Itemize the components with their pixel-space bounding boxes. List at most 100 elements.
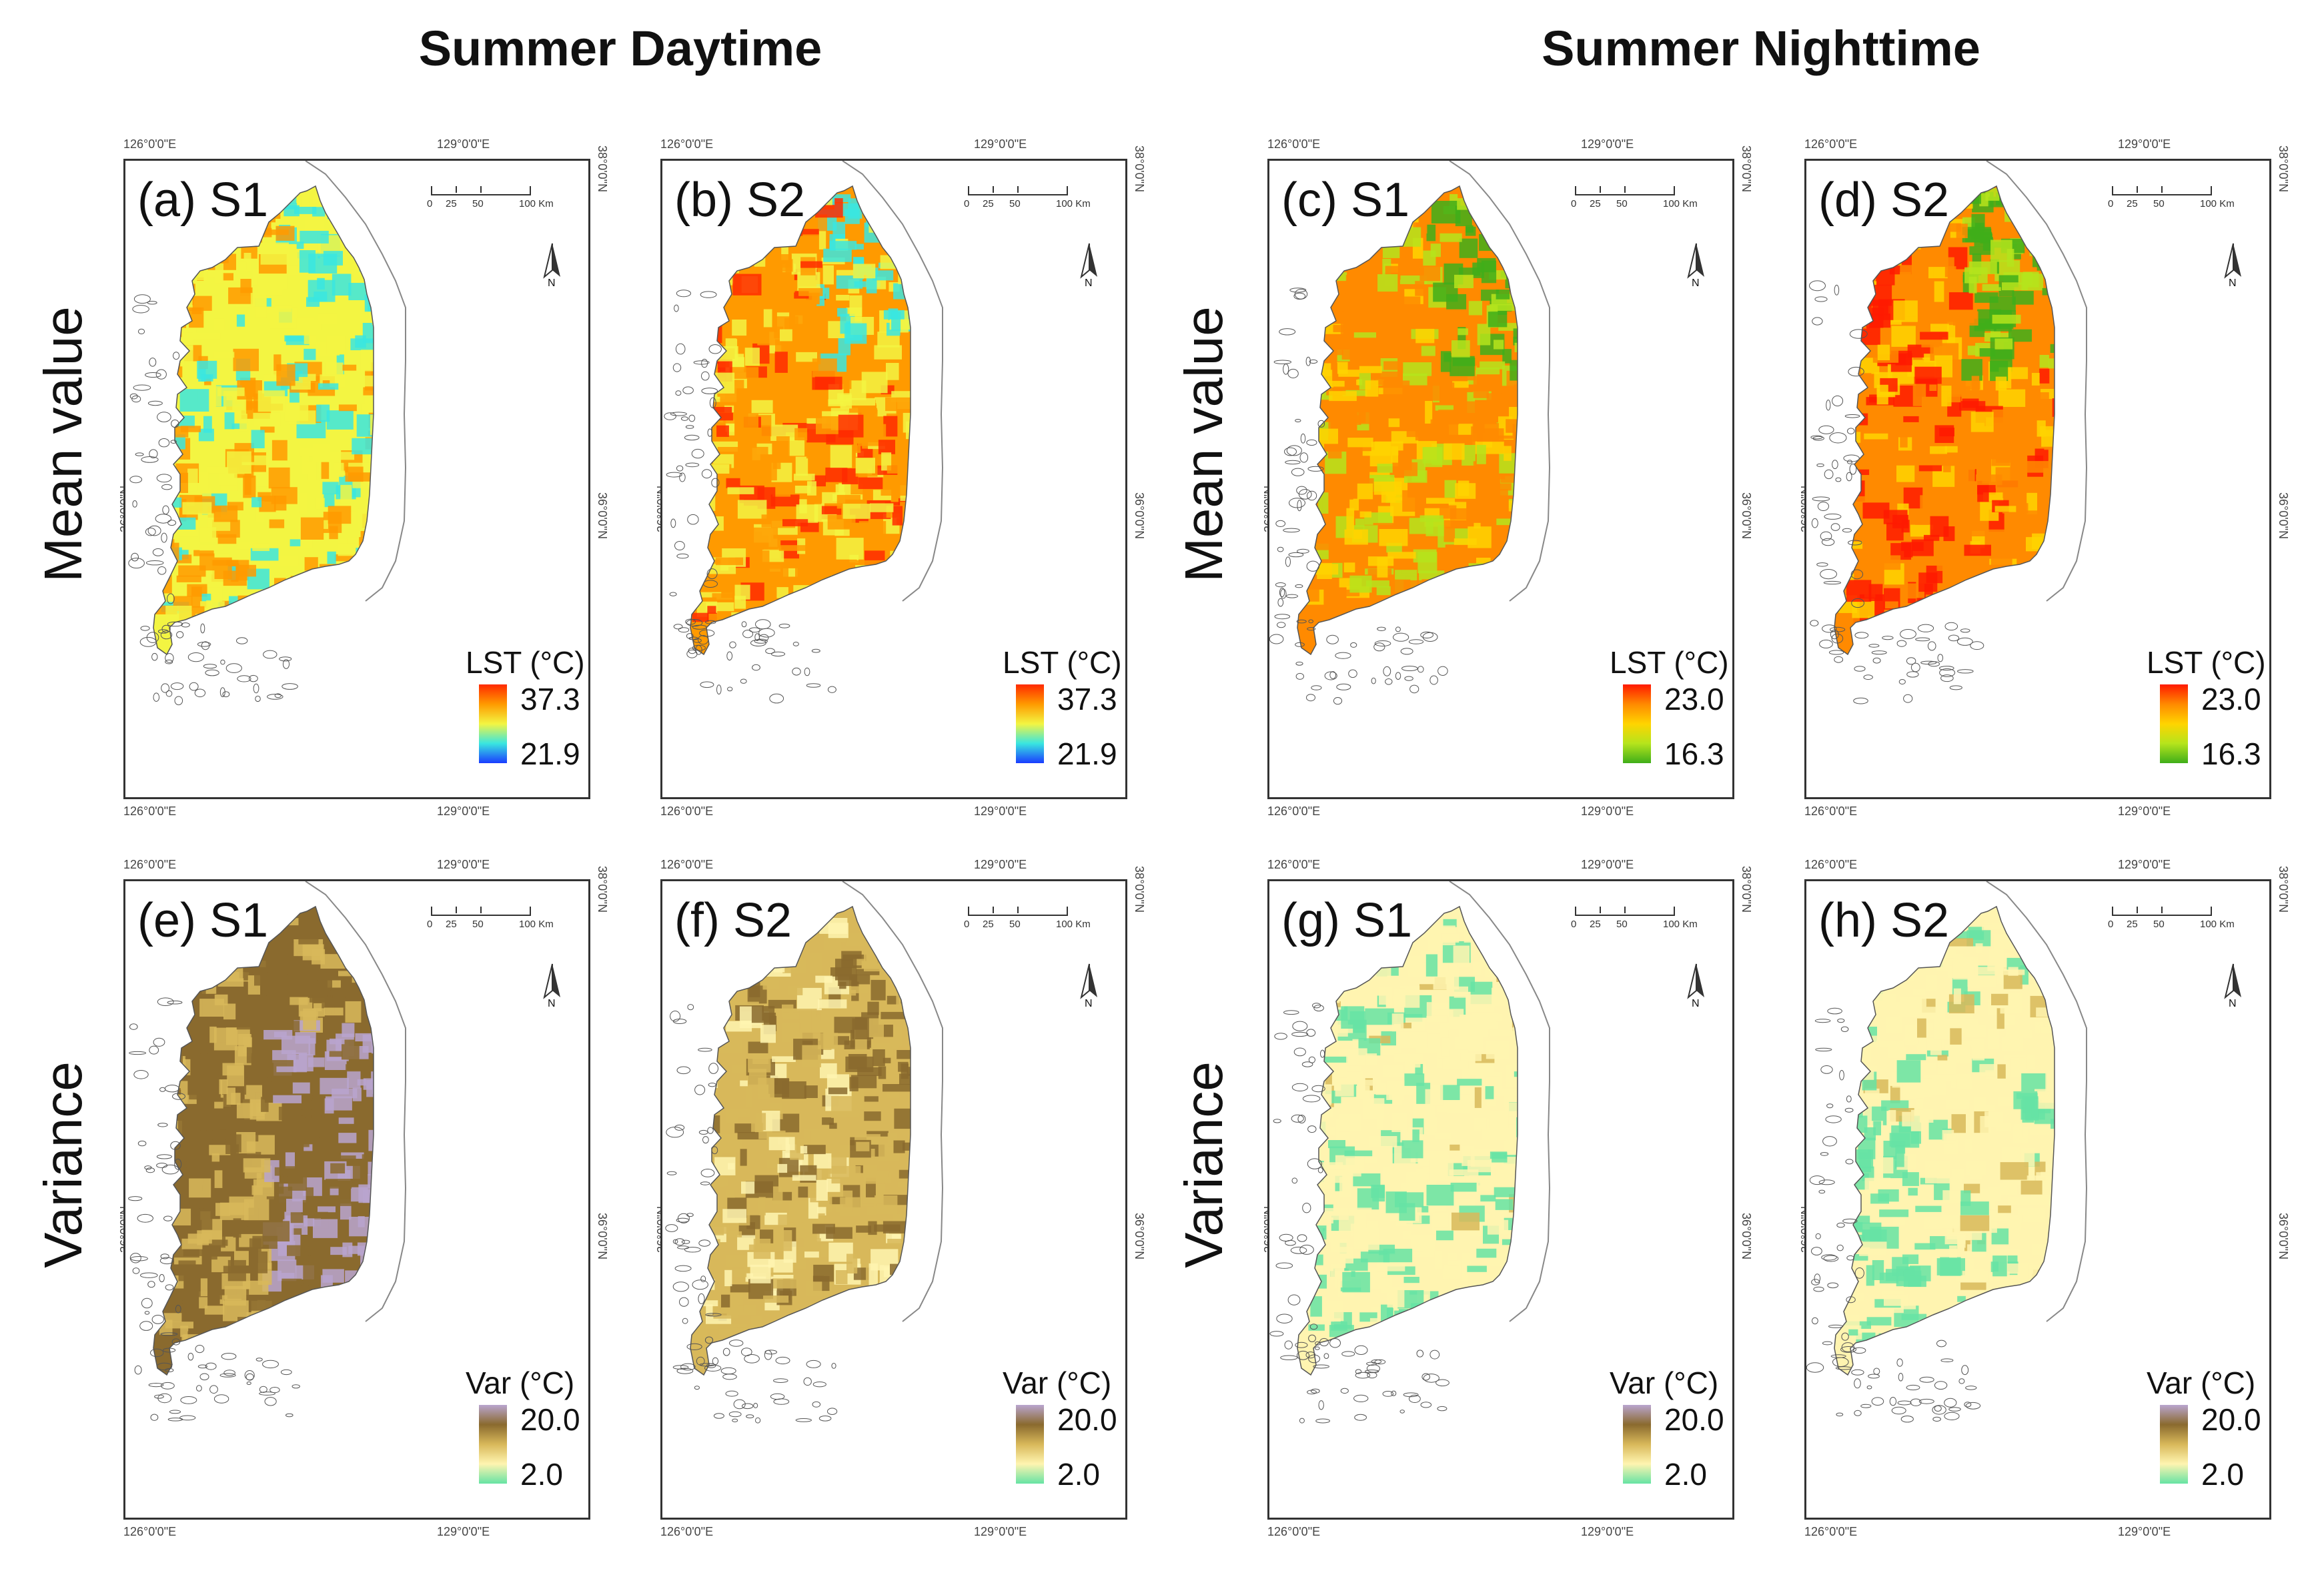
raster-cell [1498,949,1508,956]
island-outline [130,1256,148,1261]
island-outline [148,1383,164,1388]
island-outline [1860,1404,1872,1408]
raster-cell [1365,380,1379,397]
raster-cell [1521,486,1541,508]
island-outline [1367,1372,1377,1379]
legend-title: LST (°C) [1003,645,1122,680]
raster-cell [294,207,317,214]
raster-cell [1945,1099,1970,1109]
raster-cell [781,245,788,260]
raster-cell [363,916,374,923]
island-outline [137,328,145,335]
raster-cell [1365,1053,1377,1065]
raster-cell [354,235,362,244]
raster-cell [2000,1162,2028,1180]
island-outline [225,663,242,673]
raster-cell [690,1300,718,1307]
raster-cell [1422,447,1442,464]
raster-cell [1323,380,1345,388]
raster-cell [1937,1055,1948,1061]
raster-cell [224,1285,247,1306]
raster-cell [358,1269,374,1288]
raster-cell [1893,300,1918,322]
panel-label: (h) S2 [1818,894,1950,947]
raster-cell [2049,207,2055,229]
raster-cell [342,1242,353,1257]
island-outline [670,1011,681,1022]
island-outline [129,393,138,400]
raster-cell [1962,1271,1988,1281]
raster-cell [721,308,736,315]
raster-cell [354,580,362,592]
island-outline [1404,676,1413,681]
island-outline [245,1373,254,1381]
island-outline [1287,368,1299,379]
raster-cell [792,944,800,952]
island-outline [1306,1029,1316,1037]
island-outline [696,1356,705,1366]
raster-cell [352,438,374,455]
raster-cell [153,326,171,335]
island-outline [709,397,716,408]
raster-cell [1491,1089,1518,1097]
raster-cell [899,263,911,275]
raster-cell [2056,1145,2070,1165]
raster-cell [1367,1220,1379,1229]
raster-cell [868,1221,877,1235]
raster-cell [1488,927,1502,943]
raster-cell [1413,592,1440,600]
raster-cell [1986,529,2016,544]
raster-cell [1306,1023,1329,1033]
raster-cell [354,1286,371,1306]
island-outline [164,1368,174,1373]
raster-cell [1851,1014,1859,1026]
raster-cell [836,270,854,276]
raster-cell [1864,433,1888,440]
raster-cell [287,965,303,977]
raster-cell [1338,370,1359,377]
raster-cell [1421,346,1435,356]
raster-cell [772,490,790,497]
raster-cell [2042,201,2055,207]
raster-cell [1518,584,1545,601]
raster-cell [182,1300,191,1312]
island-outline [1871,1397,1884,1406]
north-arrow-icon: N [1076,241,1103,294]
raster-cell [1987,1028,2000,1050]
island-outline [1846,472,1852,482]
legend-max: 20.0 [1664,1402,1724,1437]
island-outline [1898,679,1906,684]
raster-cell [1354,295,1383,318]
map-frame: (d) S2 0 25 50 100 Km N LST (°C) 23.0 16… [1804,159,2271,799]
raster-cell [1299,1159,1309,1181]
island-outline [274,693,282,698]
legend-min: 2.0 [1664,1457,1707,1492]
raster-cell [161,441,175,449]
island-outline [1824,513,1842,520]
lon-label-top-west: 126°0'0"E [1804,137,1858,151]
island-outline [1377,626,1386,631]
island-outline [1854,666,1866,672]
raster-cell [718,995,737,1013]
raster-cell [915,1187,942,1203]
raster-cell [1851,1254,1868,1261]
raster-cell [2020,1147,2035,1167]
lon-label-bottom-west: 126°0'0"E [123,805,177,818]
raster-cell [1834,567,1861,574]
raster-cell [1900,435,1908,448]
raster-cell [359,611,374,621]
raster-cell [277,1166,302,1177]
island-outline [1374,1359,1386,1365]
island-outline [1812,496,1830,502]
raster-cell [260,242,289,265]
raster-cell [243,253,251,272]
raster-cell [2046,1300,2055,1321]
raster-cell [883,1084,911,1092]
raster-cell [1943,455,1951,472]
raster-cell [357,1079,367,1086]
island-outline [1371,677,1376,684]
raster-cell [916,1072,933,1081]
raster-cell [794,486,811,494]
raster-cell [716,973,728,994]
raster-cell [223,1003,236,1020]
